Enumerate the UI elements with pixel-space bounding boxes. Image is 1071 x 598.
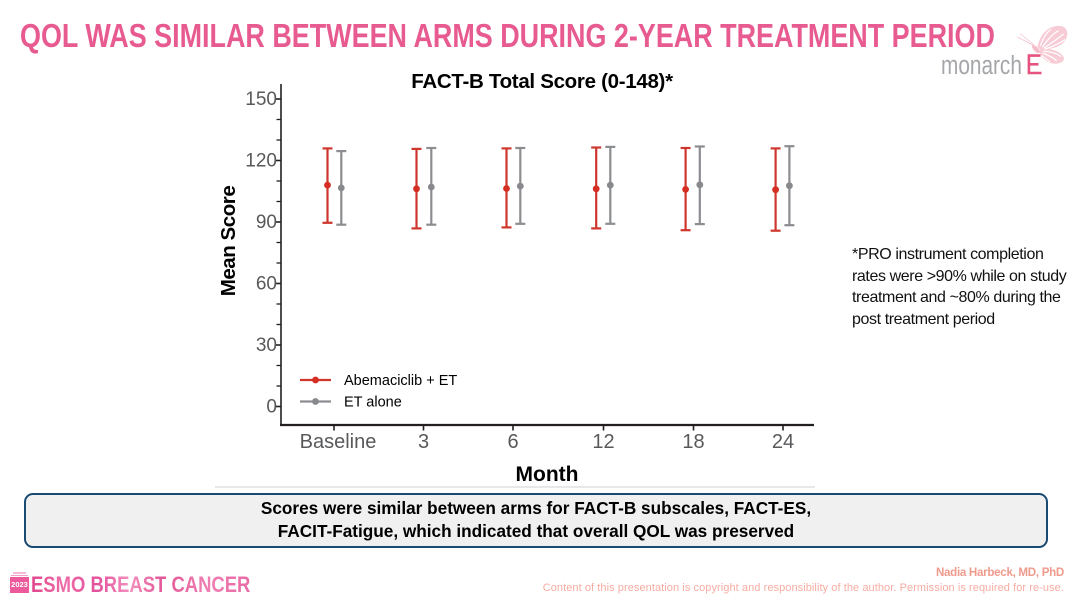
svg-text:monarch: monarch [941,51,1022,80]
svg-text:12: 12 [592,431,614,453]
svg-text:0: 0 [266,396,277,417]
svg-text:120: 120 [245,150,277,171]
svg-text:Month: Month [516,463,579,486]
svg-text:6: 6 [507,431,518,453]
svg-text:24: 24 [772,431,794,453]
svg-text:Mean Score: Mean Score [217,186,240,297]
svg-text:Baseline: Baseline [300,431,377,453]
svg-text:18: 18 [682,431,704,453]
svg-text:Abemaciclib + ET: Abemaciclib + ET [344,373,457,389]
svg-text:60: 60 [256,273,277,294]
svg-text:FACT-B Total Score (0-148)*: FACT-B Total Score (0-148)* [411,70,673,93]
svg-text:150: 150 [245,89,277,110]
svg-text:90: 90 [256,212,277,233]
svg-text:30: 30 [256,335,277,356]
svg-text:3: 3 [418,431,429,453]
svg-text:ET alone: ET alone [344,395,402,411]
